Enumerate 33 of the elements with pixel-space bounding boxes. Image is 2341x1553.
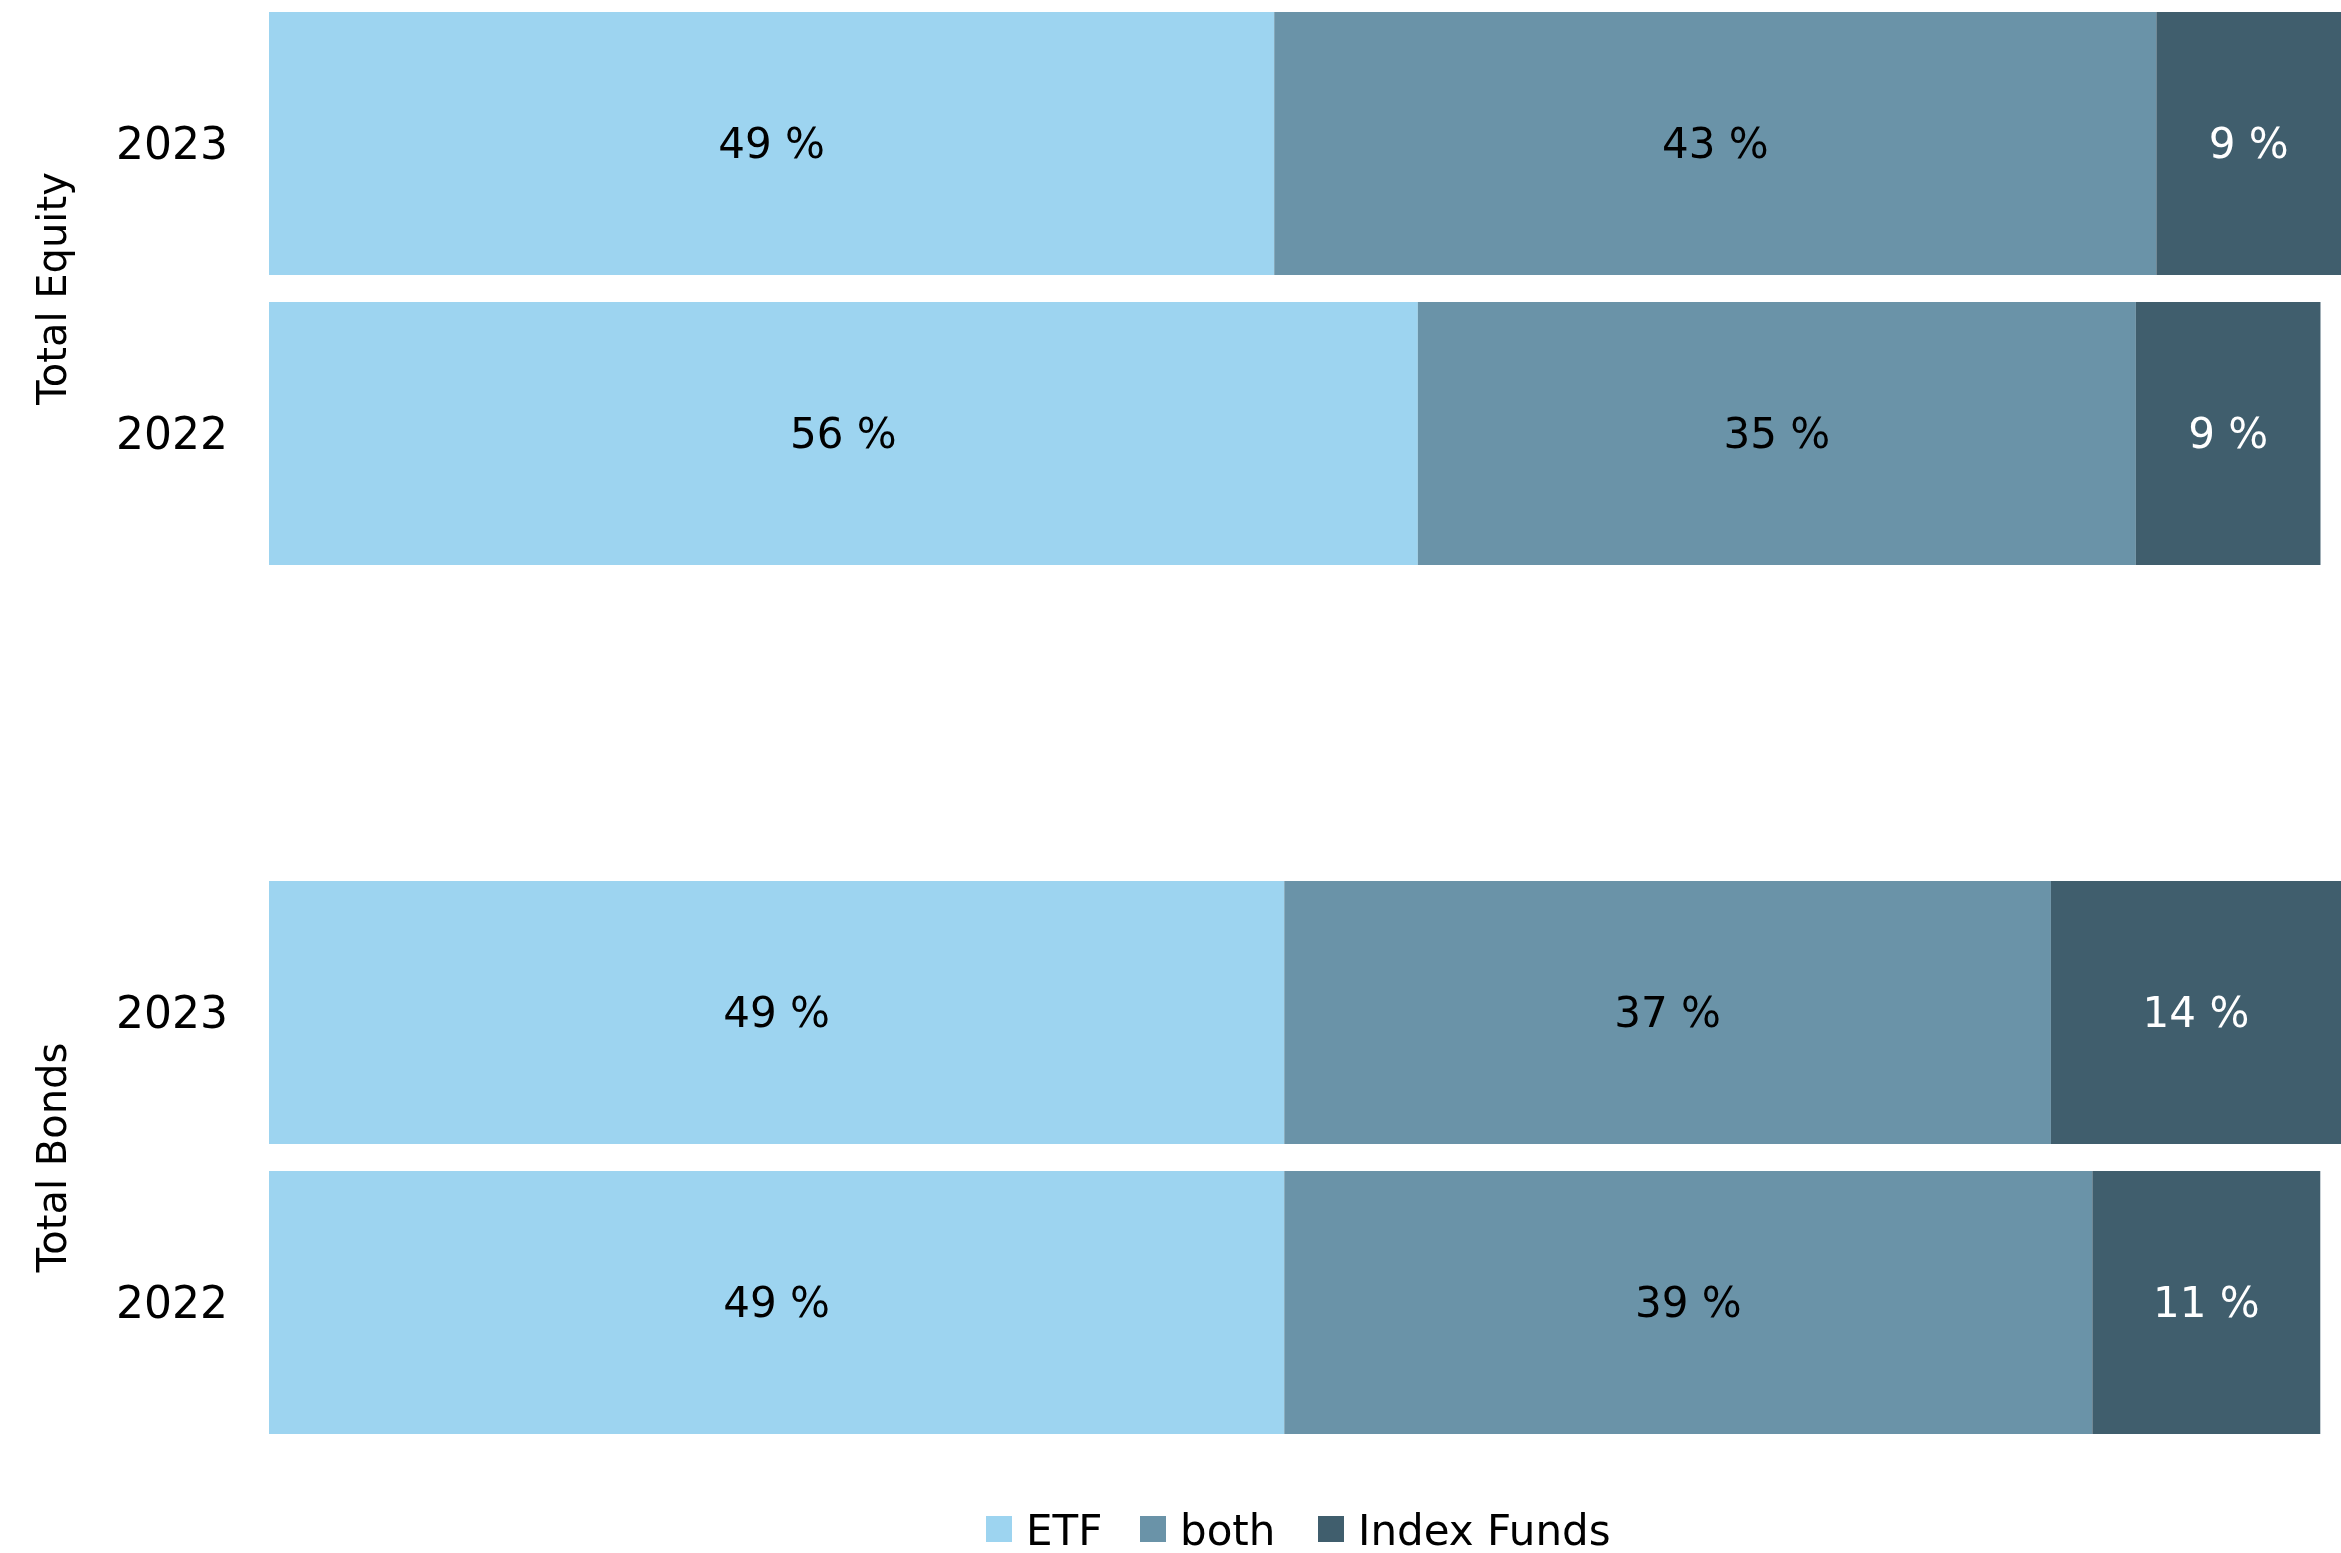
- bar: [1417, 302, 2136, 565]
- data-label: 37 %: [1614, 988, 1721, 1038]
- data-label: 14 %: [2142, 988, 2250, 1038]
- data-label: 35 %: [1723, 409, 1831, 459]
- bar: [269, 302, 1418, 565]
- bar: [1274, 12, 2157, 275]
- bar: [2050, 881, 2341, 1144]
- bar: [2135, 302, 2321, 565]
- data-label: 39 %: [1634, 1278, 1742, 1328]
- legend-label: Index Funds: [1358, 1505, 1611, 1553]
- y-axis-title: Total Equity: [29, 172, 75, 406]
- data-label: 11 %: [2152, 1278, 2260, 1328]
- bar: [269, 1171, 1285, 1434]
- bar: [2156, 12, 2341, 275]
- y-tick-label: 2022: [116, 1276, 228, 1328]
- legend-label: both: [1180, 1505, 1276, 1553]
- data-label: 49 %: [723, 1278, 830, 1328]
- data-label: 49 %: [718, 119, 825, 169]
- y-axis-title: Total Bonds: [29, 1042, 75, 1274]
- bar: [269, 12, 1275, 275]
- bar: [1284, 1171, 2093, 1434]
- bar: [269, 881, 1285, 1144]
- data-label: 49 %: [723, 988, 830, 1038]
- bar: [1284, 881, 2051, 1144]
- data-label: 9 %: [2188, 409, 2269, 459]
- y-tick-label: 2023: [116, 117, 228, 169]
- data-label: 9 %: [2208, 119, 2289, 169]
- y-tick-label: 2022: [116, 407, 228, 459]
- y-tick-label: 2023: [116, 986, 228, 1038]
- data-label: 56 %: [790, 409, 897, 459]
- bar: [2092, 1171, 2321, 1434]
- legend-label: ETF: [1026, 1505, 1103, 1553]
- data-label: 43 %: [1661, 119, 1769, 169]
